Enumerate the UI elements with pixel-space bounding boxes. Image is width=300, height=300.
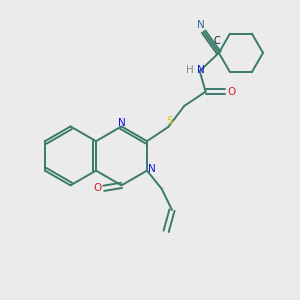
Text: N: N [148,164,156,174]
Text: N: N [197,20,205,30]
Text: N: N [197,64,205,75]
Text: N: N [118,118,126,128]
Text: S: S [167,116,173,126]
Text: O: O [93,183,101,193]
Text: O: O [227,87,235,97]
Text: C: C [213,36,220,46]
Text: H: H [186,64,194,75]
